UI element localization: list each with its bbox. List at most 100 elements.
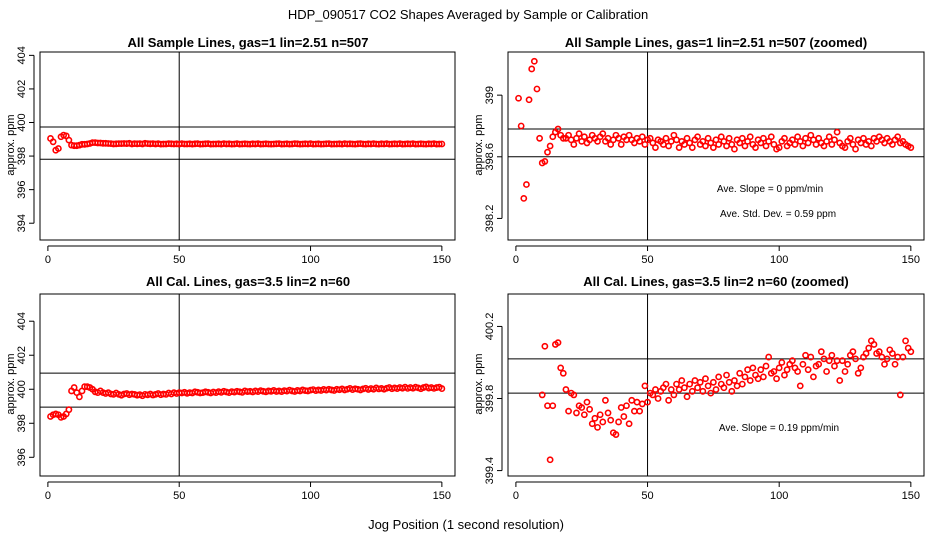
data-point	[54, 145, 62, 152]
data-point	[746, 377, 754, 384]
data-point	[575, 130, 583, 138]
data-point	[435, 140, 443, 148]
data-point	[528, 65, 536, 73]
x-tick-label: 50	[173, 254, 185, 266]
data-point	[752, 144, 759, 151]
data-point	[794, 368, 802, 375]
data-point	[652, 144, 659, 151]
x-tick-label: 50	[173, 490, 185, 502]
x-tick-label: 50	[641, 254, 653, 266]
data-point	[899, 353, 907, 361]
x-tick-label: 0	[513, 254, 519, 266]
data-point	[723, 142, 730, 150]
data-point	[652, 386, 659, 393]
data-point	[712, 386, 720, 393]
data-point	[770, 368, 778, 375]
y-tick-label: 400	[16, 380, 28, 398]
data-point	[883, 355, 891, 363]
data-point	[896, 391, 904, 399]
data-point	[520, 194, 528, 202]
data-point	[731, 145, 738, 153]
data-point	[662, 134, 670, 142]
y-axis-label: approx. ppm	[5, 114, 17, 175]
data-point	[788, 357, 796, 365]
x-tick-label: 0	[45, 254, 51, 266]
data-point	[875, 348, 883, 356]
y-tick-label: 398	[16, 147, 28, 165]
data-point	[878, 353, 886, 361]
data-point	[775, 144, 783, 151]
data-point	[907, 144, 915, 151]
data-point	[49, 138, 57, 146]
annotation-text: Ave. Slope = 0 ppm/min	[717, 184, 823, 195]
data-point	[615, 134, 622, 142]
data-point	[659, 141, 667, 148]
data-point	[775, 364, 783, 372]
data-point	[541, 158, 549, 165]
data-point	[691, 377, 699, 384]
data-point	[715, 373, 723, 381]
data-point	[65, 406, 73, 414]
x-tick-label: 150	[433, 254, 451, 266]
data-point	[781, 134, 788, 142]
data-point	[612, 431, 620, 438]
data-point	[583, 398, 591, 406]
data-point	[544, 402, 551, 410]
data-point	[638, 133, 646, 141]
data-point	[588, 420, 596, 428]
x-tick-label: 150	[902, 490, 920, 502]
data-point	[557, 364, 565, 372]
data-point	[791, 141, 799, 148]
data-point	[517, 122, 525, 130]
data-point	[688, 387, 696, 395]
data-point	[604, 409, 612, 417]
data-point	[602, 396, 609, 404]
data-point	[654, 395, 662, 402]
data-point	[831, 362, 838, 370]
data-point	[667, 386, 675, 393]
data-point	[889, 350, 896, 357]
data-point	[70, 384, 78, 391]
y-tick-label: 399	[484, 86, 496, 104]
data-point	[636, 407, 644, 415]
x-tick-label: 0	[513, 490, 519, 502]
data-point	[573, 409, 580, 417]
data-point	[628, 396, 636, 404]
data-point	[538, 391, 546, 399]
panel-bottom-right: All Cal. Lines, gas=3.5 lin=2 n=60 (zoom…	[473, 274, 925, 502]
data-point	[857, 364, 865, 372]
data-point	[702, 375, 709, 383]
data-point	[570, 141, 578, 148]
data-point	[681, 384, 688, 392]
data-point	[546, 142, 554, 150]
data-point	[615, 418, 622, 426]
data-point	[675, 144, 683, 151]
data-point	[841, 368, 849, 375]
data-point	[754, 375, 762, 383]
data-point	[836, 377, 844, 384]
data-point	[825, 133, 833, 141]
data-point	[767, 133, 775, 141]
x-tick-label: 0	[45, 490, 51, 502]
data-point	[546, 456, 554, 464]
data-point	[580, 133, 588, 141]
data-point	[812, 141, 820, 148]
data-point	[665, 396, 673, 404]
y-axis-label: approx. ppm	[5, 353, 17, 414]
data-point	[570, 391, 578, 399]
data-point	[802, 351, 809, 359]
data-point	[807, 353, 815, 361]
data-point	[749, 364, 757, 372]
data-point	[846, 134, 854, 142]
data-point	[623, 402, 630, 410]
data-point	[744, 366, 751, 374]
data-point	[728, 387, 736, 395]
x-tick-label: 100	[770, 254, 788, 266]
data-point	[715, 141, 723, 148]
data-point	[694, 133, 701, 141]
data-point	[554, 339, 562, 347]
data-point	[670, 391, 678, 399]
data-point	[720, 384, 728, 392]
data-point	[902, 337, 909, 345]
